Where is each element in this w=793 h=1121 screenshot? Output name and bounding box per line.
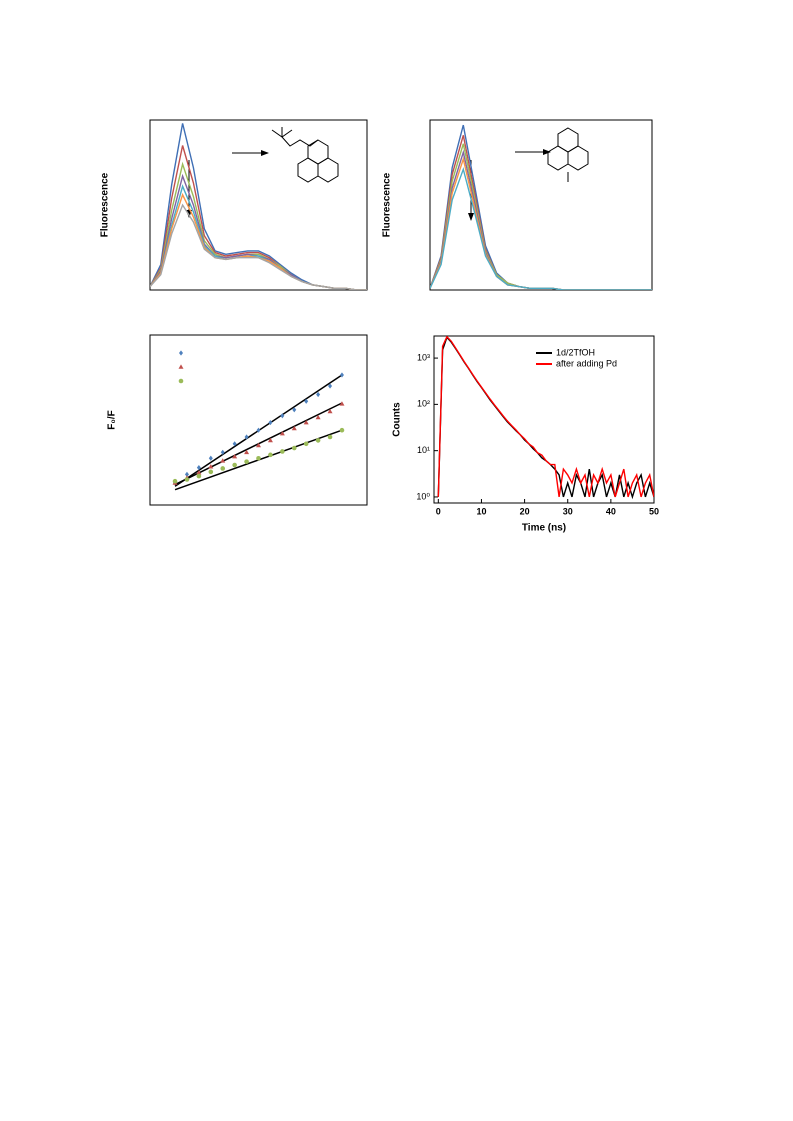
- data-point: [232, 462, 237, 468]
- x-tick-label: 20: [520, 506, 530, 516]
- legend-marker: [178, 364, 184, 369]
- series-line: [437, 336, 654, 498]
- series-line: [150, 192, 367, 290]
- data-point: [232, 453, 238, 459]
- x-tick-label: 50: [649, 506, 659, 516]
- data-point: [280, 449, 285, 454]
- x-tick-label: 40: [606, 506, 616, 516]
- data-point: [196, 473, 202, 479]
- data-point: [208, 469, 214, 475]
- series-line: [430, 143, 652, 290]
- data-point: [315, 414, 321, 420]
- data-point: [327, 408, 333, 414]
- y-axis-label: F₀/F: [107, 410, 118, 430]
- data-point: [304, 398, 309, 404]
- chart-panel: F₀/F: [107, 334, 368, 506]
- series-line: [430, 156, 652, 290]
- chart-panel: Counts Time (ns) 0 10 20 30 40 50 10⁰ 10¹ 10² 10³ 1d…: [392, 335, 659, 534]
- chart-panel: Fluorescence: [100, 119, 368, 291]
- data-point: [339, 401, 345, 406]
- data-point: [279, 431, 285, 436]
- data-point: [303, 441, 309, 447]
- plot-frame: [433, 335, 655, 504]
- data-point: [256, 455, 261, 461]
- data-point: [291, 445, 297, 451]
- data-point: [291, 425, 297, 431]
- legend-marker: [178, 378, 184, 384]
- data-point: [256, 442, 261, 448]
- y-axis-label: Fluorescence: [382, 172, 393, 237]
- data-point: [268, 452, 273, 458]
- plot-frame: [429, 119, 653, 291]
- series-line: [430, 149, 652, 290]
- y-tick-label: 10³: [417, 352, 430, 362]
- molecule-sketch-2: [515, 127, 589, 182]
- data-point: [196, 465, 201, 471]
- data-point: [256, 427, 261, 433]
- data-point: [316, 391, 321, 398]
- series-line: [430, 166, 652, 290]
- x-tick-label: 0: [436, 506, 441, 516]
- data-point: [292, 407, 297, 413]
- data-point: [244, 434, 249, 440]
- data-point: [339, 372, 344, 378]
- data-point: [172, 478, 178, 484]
- x-tick-label: 10: [476, 506, 486, 516]
- plot-frame: [149, 119, 368, 291]
- data-point: [196, 470, 202, 475]
- data-point: [328, 383, 333, 389]
- data-point: [303, 419, 309, 425]
- series-line: [430, 124, 652, 290]
- data-point: [327, 434, 333, 440]
- data-point: [220, 466, 226, 471]
- y-tick-label: 10¹: [417, 445, 430, 455]
- data-point: [184, 471, 189, 477]
- plot-frame: [149, 334, 368, 506]
- data-point: [244, 459, 249, 464]
- molecule-sketch-1: [232, 127, 339, 183]
- data-point: [280, 413, 285, 419]
- data-point: [220, 449, 225, 455]
- data-point: [208, 455, 213, 461]
- data-point: [315, 438, 321, 443]
- data-point: [220, 458, 226, 463]
- y-axis-label: Fluorescence: [100, 172, 111, 237]
- y-tick-label: 10⁰: [416, 491, 430, 501]
- x-axis-label: Time (ns): [522, 523, 566, 534]
- series-line: [150, 203, 367, 290]
- y-axis-label: Counts: [392, 402, 403, 437]
- data-point: [244, 449, 250, 455]
- data-point: [339, 427, 345, 433]
- x-tick-label: 30: [563, 506, 573, 516]
- data-point: [268, 419, 273, 426]
- chart-panel: Fluorescence: [382, 119, 653, 291]
- series-line: [150, 184, 367, 290]
- data-point: [267, 437, 273, 443]
- series-line: [437, 336, 654, 500]
- legend-label: after adding Pd: [556, 358, 617, 368]
- y-tick-label: 10²: [417, 399, 430, 409]
- data-point: [208, 464, 214, 469]
- data-point: [232, 441, 237, 447]
- data-point: [184, 477, 190, 482]
- series-line: [150, 161, 367, 290]
- legend-marker: [179, 350, 183, 356]
- legend-label: 1d/2TfOH: [556, 347, 595, 357]
